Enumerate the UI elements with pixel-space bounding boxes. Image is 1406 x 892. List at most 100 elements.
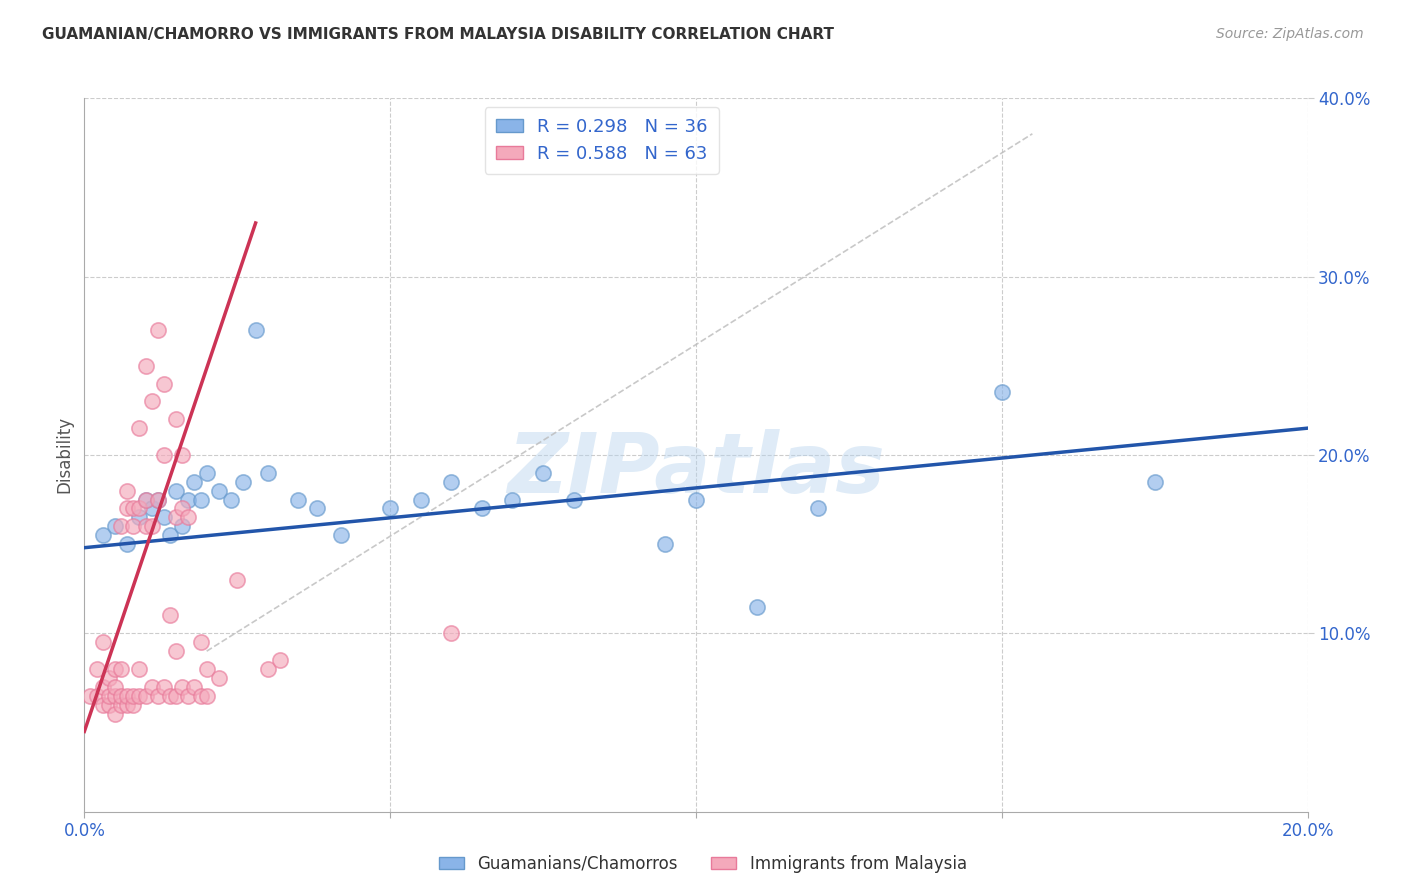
Point: [141, 501, 163, 516]
Point: [165, 412, 187, 426]
Point: [97, 698, 120, 712]
Point: [115, 501, 138, 516]
Point: [257, 466, 280, 480]
Point: [172, 448, 194, 462]
Point: [172, 519, 194, 533]
Point: [110, 698, 132, 712]
Point: [97, 671, 120, 685]
Point: [86, 689, 108, 703]
Text: ZIPatlas: ZIPatlas: [508, 429, 884, 509]
Point: [177, 689, 200, 703]
Point: [128, 510, 150, 524]
Y-axis label: Disability: Disability: [55, 417, 73, 493]
Point: [141, 680, 163, 694]
Point: [141, 394, 163, 409]
Point: [141, 519, 163, 533]
Point: [195, 689, 218, 703]
Point: [440, 626, 463, 640]
Point: [287, 492, 309, 507]
Point: [807, 501, 830, 516]
Point: [165, 510, 187, 524]
Point: [440, 475, 463, 489]
Point: [159, 689, 181, 703]
Point: [195, 662, 218, 676]
Point: [183, 680, 205, 694]
Point: [135, 359, 157, 373]
Point: [91, 528, 114, 542]
Point: [110, 662, 132, 676]
Point: [165, 689, 187, 703]
Point: [654, 537, 676, 551]
Point: [305, 501, 328, 516]
Point: [110, 689, 132, 703]
Point: [128, 501, 150, 516]
Point: [146, 689, 169, 703]
Point: [153, 376, 176, 391]
Point: [159, 528, 181, 542]
Point: [685, 492, 707, 507]
Point: [190, 492, 212, 507]
Point: [135, 492, 157, 507]
Point: [208, 671, 231, 685]
Point: [232, 475, 254, 489]
Point: [190, 689, 212, 703]
Point: [562, 492, 585, 507]
Point: [110, 519, 132, 533]
Point: [115, 698, 138, 712]
Point: [97, 689, 120, 703]
Point: [104, 680, 127, 694]
Point: [122, 698, 145, 712]
Point: [115, 537, 138, 551]
Point: [991, 385, 1014, 400]
Point: [380, 501, 402, 516]
Point: [135, 689, 157, 703]
Point: [122, 501, 145, 516]
Point: [128, 689, 150, 703]
Point: [269, 653, 291, 667]
Point: [104, 706, 127, 721]
Point: [159, 608, 181, 623]
Point: [104, 689, 127, 703]
Point: [165, 644, 187, 658]
Point: [115, 689, 138, 703]
Point: [172, 501, 194, 516]
Text: GUAMANIAN/CHAMORRO VS IMMIGRANTS FROM MALAYSIA DISABILITY CORRELATION CHART: GUAMANIAN/CHAMORRO VS IMMIGRANTS FROM MA…: [42, 27, 834, 42]
Point: [128, 421, 150, 435]
Point: [257, 662, 280, 676]
Point: [502, 492, 524, 507]
Point: [219, 492, 242, 507]
Point: [531, 466, 554, 480]
Text: Source: ZipAtlas.com: Source: ZipAtlas.com: [1216, 27, 1364, 41]
Point: [330, 528, 353, 542]
Point: [177, 510, 200, 524]
Point: [183, 475, 205, 489]
Point: [122, 519, 145, 533]
Point: [747, 599, 769, 614]
Point: [153, 510, 176, 524]
Point: [135, 519, 157, 533]
Point: [177, 492, 200, 507]
Point: [146, 492, 169, 507]
Point: [165, 483, 187, 498]
Point: [245, 323, 267, 337]
Legend: R = 0.298   N = 36, R = 0.588   N = 63: R = 0.298 N = 36, R = 0.588 N = 63: [485, 107, 718, 174]
Point: [79, 689, 101, 703]
Point: [91, 680, 114, 694]
Point: [190, 635, 212, 649]
Point: [172, 680, 194, 694]
Point: [1143, 475, 1166, 489]
Legend: Guamanians/Chamorros, Immigrants from Malaysia: Guamanians/Chamorros, Immigrants from Ma…: [433, 848, 973, 880]
Point: [122, 689, 145, 703]
Point: [226, 573, 249, 587]
Point: [128, 662, 150, 676]
Point: [146, 492, 169, 507]
Point: [135, 492, 157, 507]
Point: [471, 501, 494, 516]
Point: [91, 698, 114, 712]
Point: [104, 662, 127, 676]
Point: [86, 662, 108, 676]
Point: [153, 448, 176, 462]
Point: [208, 483, 231, 498]
Point: [195, 466, 218, 480]
Point: [104, 519, 127, 533]
